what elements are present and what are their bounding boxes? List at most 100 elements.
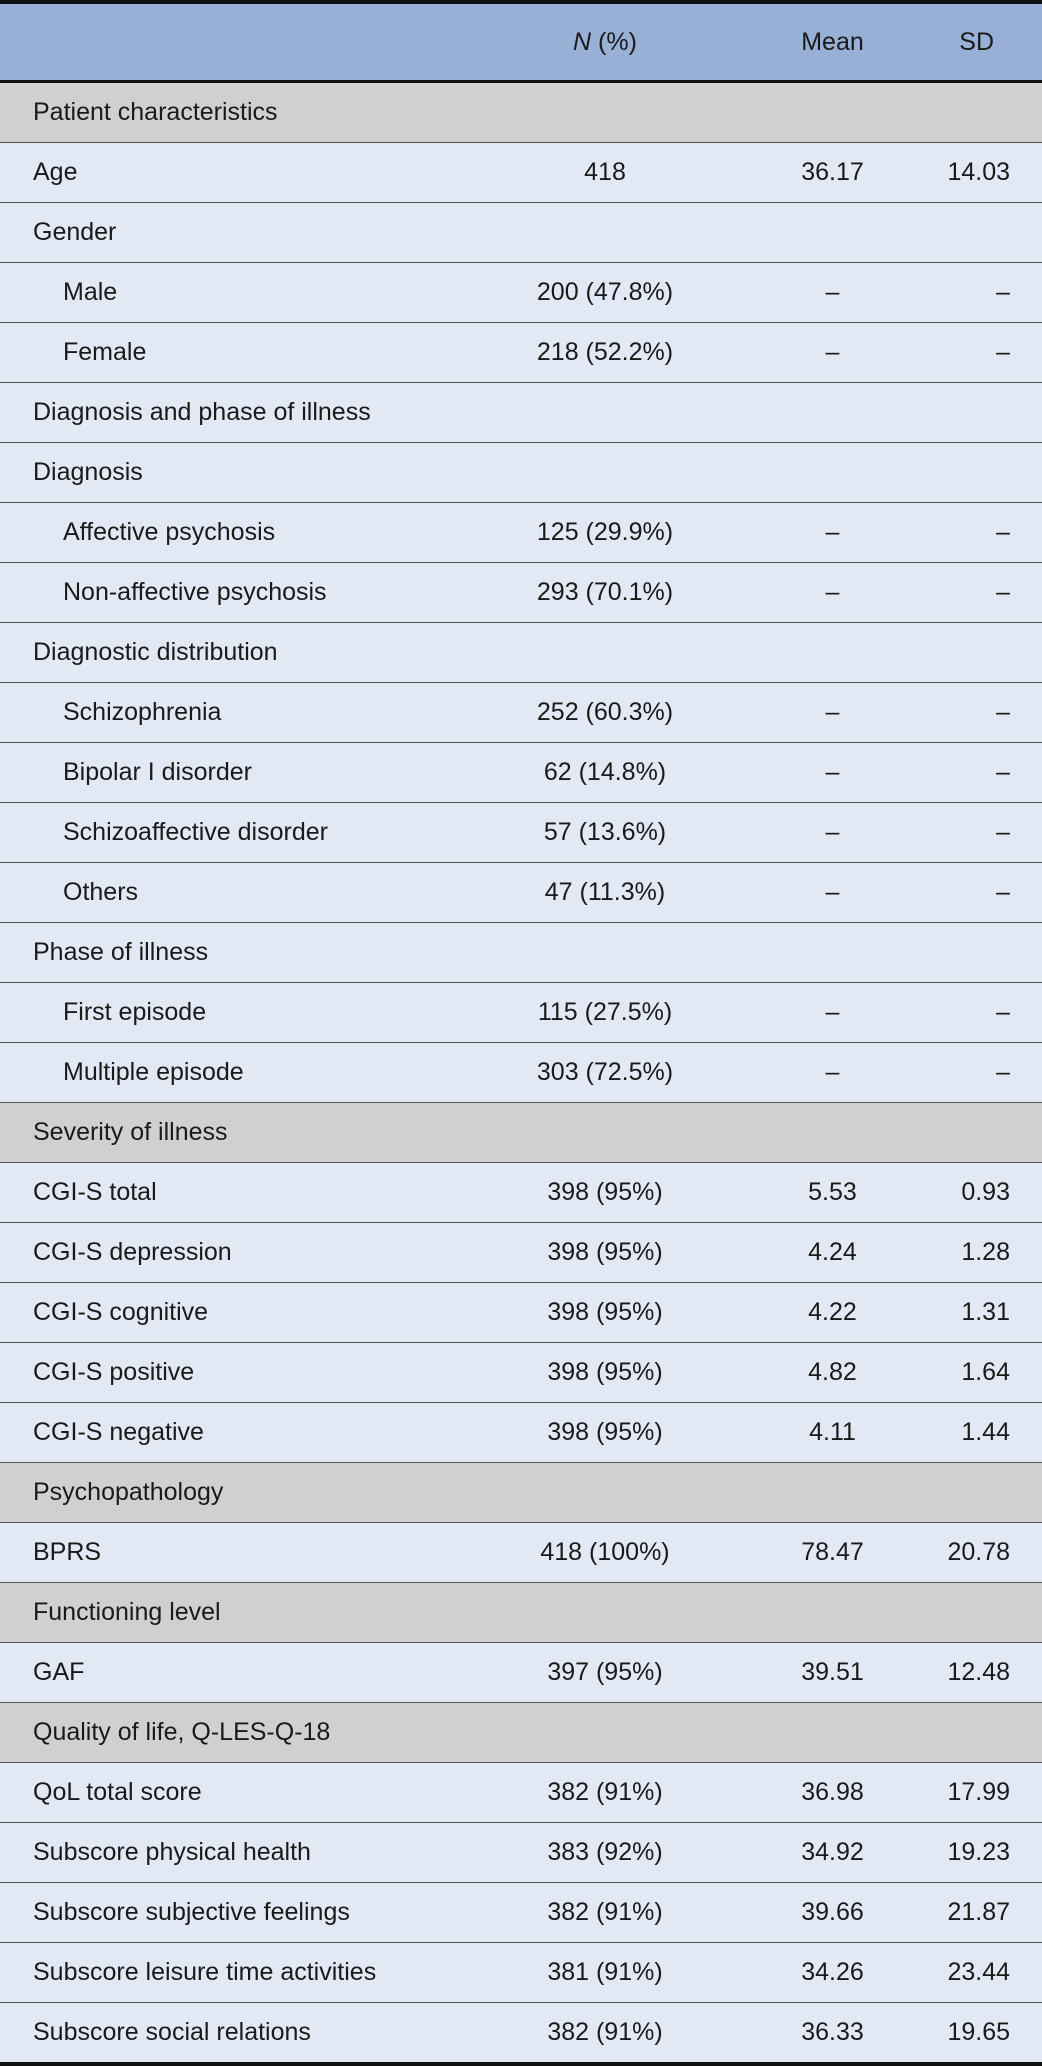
n-percent-cell: 398 (95%) xyxy=(455,1342,755,1403)
sd-cell: 0.93 xyxy=(910,1162,1042,1223)
row-label: Female xyxy=(0,322,455,383)
sd-cell: 1.31 xyxy=(910,1282,1042,1343)
section-label: Severity of illness xyxy=(0,1102,1042,1163)
table-row: BPRS 418 (100%) 78.47 20.78 xyxy=(0,1522,1042,1583)
sd-cell: – xyxy=(910,682,1042,743)
n-percent-cell: 398 (95%) xyxy=(455,1402,755,1463)
n-percent-cell: 47 (11.3%) xyxy=(455,862,755,923)
sd-cell xyxy=(910,922,1042,983)
table-row: GAF 397 (95%) 39.51 12.48 xyxy=(0,1642,1042,1703)
row-label: Subscore physical health xyxy=(0,1822,455,1883)
row-label: Diagnosis xyxy=(0,442,455,503)
mean-cell xyxy=(755,622,910,683)
table-body: Patient characteristics Age 418 36.17 14.03 G… xyxy=(0,81,1042,2064)
row-label: Gender xyxy=(0,202,455,263)
n-percent-cell: 115 (27.5%) xyxy=(455,982,755,1043)
sd-cell: – xyxy=(910,862,1042,923)
sd-cell xyxy=(910,382,1042,443)
n-percent-cell: 418 (100%) xyxy=(455,1522,755,1583)
mean-cell: 4.22 xyxy=(755,1282,910,1343)
sd-cell: 1.28 xyxy=(910,1222,1042,1283)
table-row: Subscore physical health 383 (92%) 34.92 19… xyxy=(0,1822,1042,1883)
table-row: First episode 115 (27.5%) – – xyxy=(0,982,1042,1043)
sd-cell: – xyxy=(910,502,1042,563)
table-row: Schizophrenia 252 (60.3%) – – xyxy=(0,682,1042,743)
table-row: Non-affective psychosis 293 (70.1%) – – xyxy=(0,562,1042,623)
row-label: Schizophrenia xyxy=(0,682,455,743)
mean-cell: 4.11 xyxy=(755,1402,910,1463)
row-label: Bipolar I disorder xyxy=(0,742,455,803)
row-label: Multiple episode xyxy=(0,1042,455,1103)
n-percent-cell xyxy=(455,202,755,263)
sd-cell: 12.48 xyxy=(910,1642,1042,1703)
table-row: Subscore social relations 382 (91%) 36.33 1… xyxy=(0,2002,1042,2064)
n-percent-cell: 382 (91%) xyxy=(455,2002,755,2064)
table-row: Multiple episode 303 (72.5%) – – xyxy=(0,1042,1042,1103)
n-percent-cell: 397 (95%) xyxy=(455,1642,755,1703)
table-row: QoL total score 382 (91%) 36.98 17.99 xyxy=(0,1762,1042,1823)
n-percent-cell: 252 (60.3%) xyxy=(455,682,755,743)
section-header-row: Psychopathology xyxy=(0,1462,1042,1523)
n-percent-cell: 381 (91%) xyxy=(455,1942,755,2003)
section-label: Quality of life, Q-LES-Q-18 xyxy=(0,1702,1042,1763)
table-row: Schizoaffective disorder 57 (13.6%) – – xyxy=(0,802,1042,863)
sd-cell: 1.64 xyxy=(910,1342,1042,1403)
mean-cell: – xyxy=(755,742,910,803)
mean-cell: 4.82 xyxy=(755,1342,910,1403)
n-percent-cell: 293 (70.1%) xyxy=(455,562,755,623)
mean-cell: 39.66 xyxy=(755,1882,910,1943)
mean-cell: – xyxy=(755,682,910,743)
mean-cell: – xyxy=(755,322,910,383)
mean-cell: 34.26 xyxy=(755,1942,910,2003)
row-label: Diagnostic distribution xyxy=(0,622,455,683)
sd-cell: – xyxy=(910,802,1042,863)
sd-cell: 19.23 xyxy=(910,1822,1042,1883)
row-label: QoL total score xyxy=(0,1762,455,1823)
row-label: Subscore subjective feelings xyxy=(0,1882,455,1943)
row-label: Male xyxy=(0,262,455,323)
mean-cell: 34.92 xyxy=(755,1822,910,1883)
mean-cell: 39.51 xyxy=(755,1642,910,1703)
header-n-italic: N xyxy=(573,27,592,56)
n-percent-cell: 398 (95%) xyxy=(455,1162,755,1223)
row-label: CGI-S positive xyxy=(0,1342,455,1403)
sd-cell: 14.03 xyxy=(910,142,1042,203)
section-label: Functioning level xyxy=(0,1582,1042,1643)
n-percent-cell: 57 (13.6%) xyxy=(455,802,755,863)
mean-cell: – xyxy=(755,862,910,923)
sd-cell: – xyxy=(910,322,1042,383)
table-row: Bipolar I disorder 62 (14.8%) – – xyxy=(0,742,1042,803)
row-label: Diagnosis and phase of illness xyxy=(0,382,455,443)
header-label xyxy=(0,2,455,83)
row-label: CGI-S depression xyxy=(0,1222,455,1283)
n-percent-cell: 382 (91%) xyxy=(455,1762,755,1823)
row-label: Schizoaffective disorder xyxy=(0,802,455,863)
mean-cell: 36.17 xyxy=(755,142,910,203)
n-percent-cell: 218 (52.2%) xyxy=(455,322,755,383)
sd-cell: – xyxy=(910,742,1042,803)
n-percent-cell: 200 (47.8%) xyxy=(455,262,755,323)
table-row: Diagnostic distribution xyxy=(0,622,1042,683)
row-label: Age xyxy=(0,142,455,203)
row-label: First episode xyxy=(0,982,455,1043)
n-percent-cell xyxy=(455,382,755,443)
table-row: Age 418 36.17 14.03 xyxy=(0,142,1042,203)
mean-cell: – xyxy=(755,262,910,323)
row-label: Others xyxy=(0,862,455,923)
section-header-row: Functioning level xyxy=(0,1582,1042,1643)
mean-cell: 36.98 xyxy=(755,1762,910,1823)
mean-cell xyxy=(755,202,910,263)
sd-cell: 19.65 xyxy=(910,2002,1042,2064)
n-percent-cell xyxy=(455,922,755,983)
table-row: Subscore leisure time activities 381 (91%… xyxy=(0,1942,1042,2003)
section-label: Psychopathology xyxy=(0,1462,1042,1523)
table-row: CGI-S depression 398 (95%) 4.24 1.28 xyxy=(0,1222,1042,1283)
n-percent-cell: 382 (91%) xyxy=(455,1882,755,1943)
mean-cell xyxy=(755,922,910,983)
table-row: Male 200 (47.8%) – – xyxy=(0,262,1042,323)
header-row: N (%) Mean SD xyxy=(0,2,1042,83)
mean-cell: 78.47 xyxy=(755,1522,910,1583)
mean-cell: – xyxy=(755,1042,910,1103)
mean-cell xyxy=(755,382,910,443)
